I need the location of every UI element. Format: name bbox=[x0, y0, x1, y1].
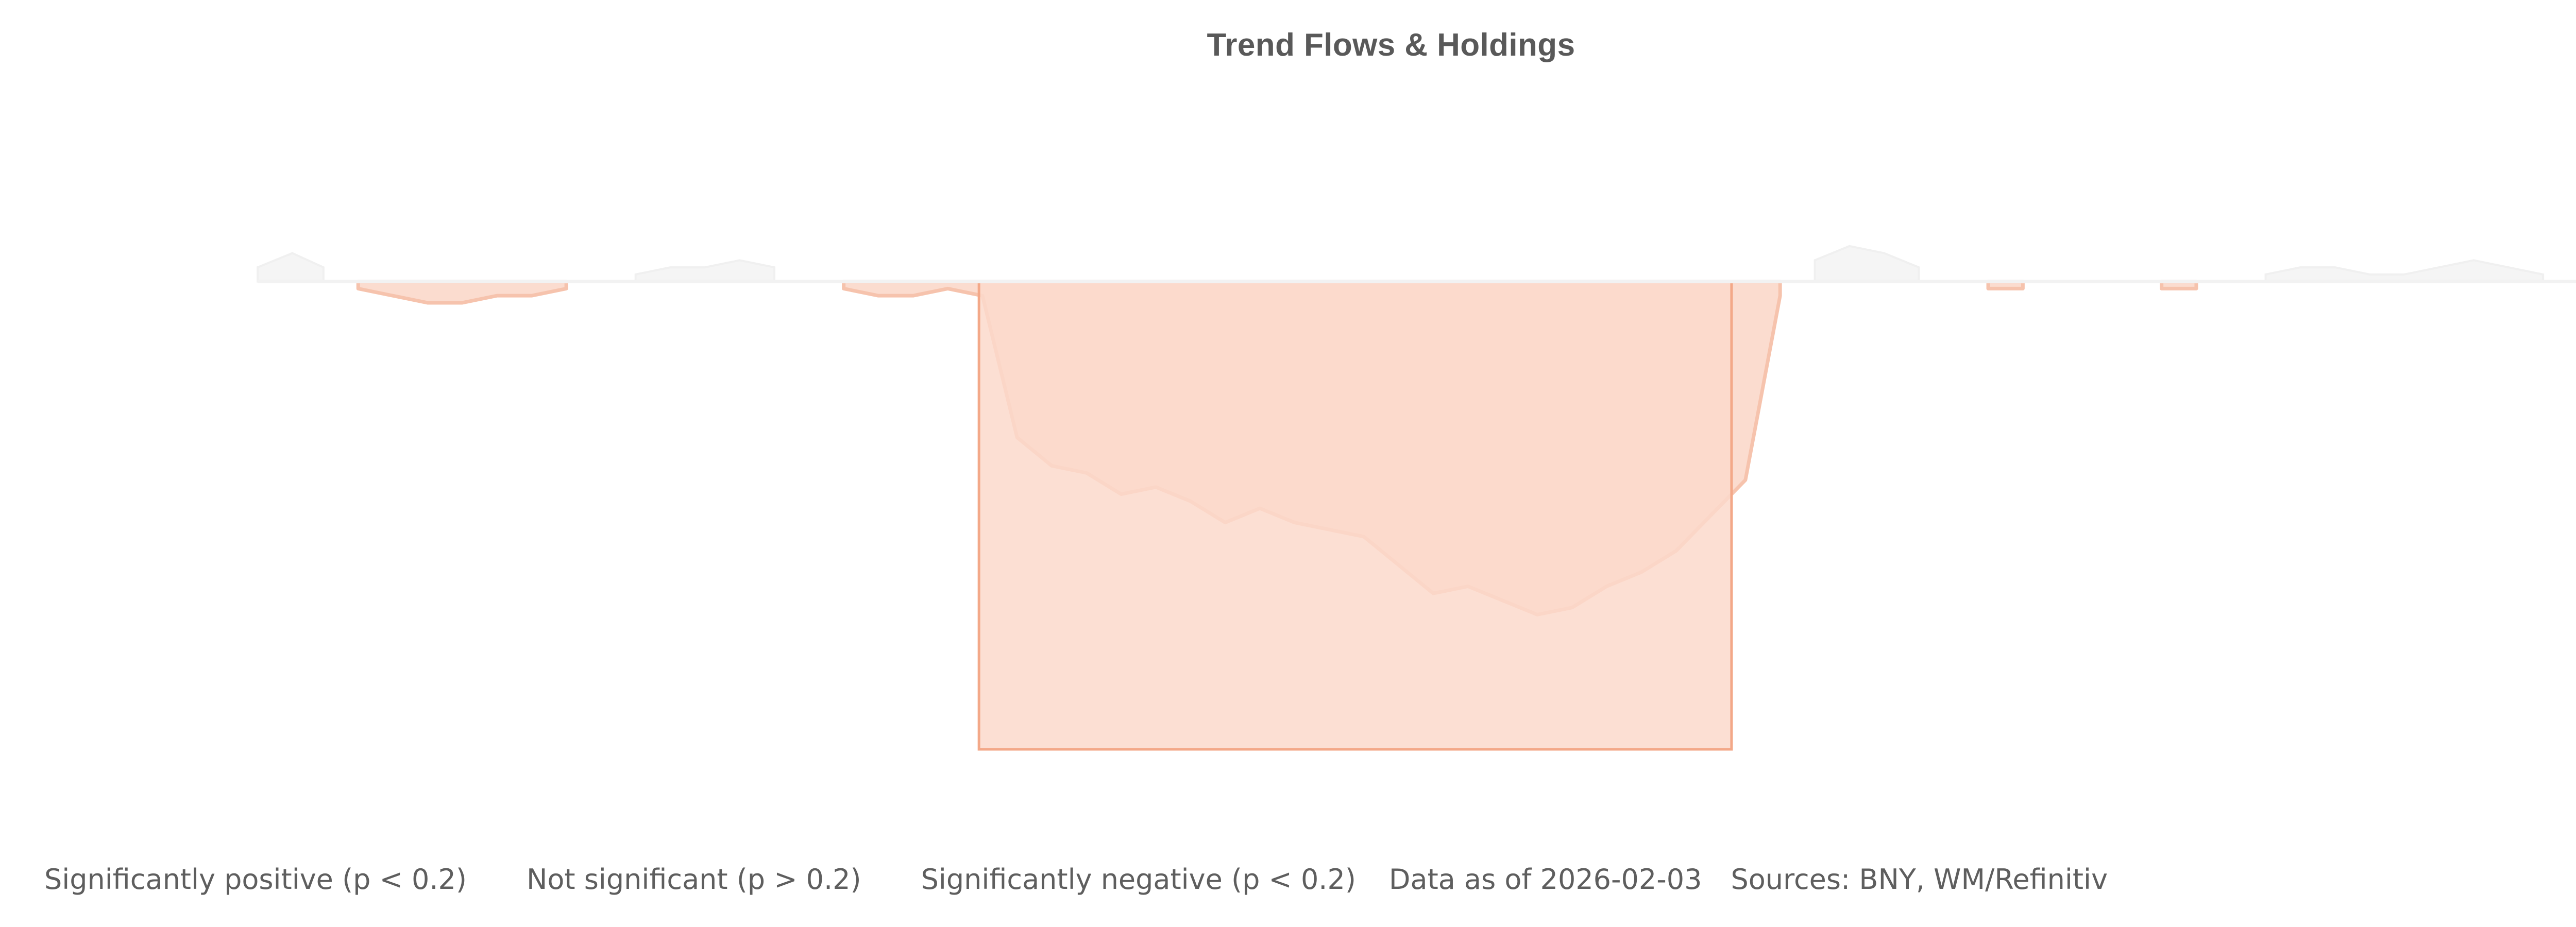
data-as-of-note: Data as of 2026-02-03 bbox=[1388, 863, 1702, 896]
highlight-region-rect bbox=[977, 280, 1733, 751]
chart-legend: Significantly positive (p < 0.2) Not sig… bbox=[18, 861, 2576, 897]
legend-label-positive: Significantly positive (p < 0.2) bbox=[44, 863, 467, 896]
legend-item-negative: Significantly negative (p < 0.2) bbox=[894, 863, 1356, 896]
legend-item-positive: Significantly positive (p < 0.2) bbox=[18, 863, 467, 896]
legend-swatch-positive bbox=[18, 866, 33, 892]
holdings-area-positive bbox=[257, 245, 2545, 283]
legend-item-neutral: Not significant (p > 0.2) bbox=[500, 863, 861, 896]
legend-label-negative: Significantly negative (p < 0.2) bbox=[921, 863, 1356, 896]
sources-note: Sources: BNY, WM/Refinitiv bbox=[1731, 863, 2108, 896]
chart-title: Trend Flows & Holdings bbox=[1207, 27, 1575, 63]
legend-swatch-neutral bbox=[500, 866, 515, 892]
legend-swatch-negative bbox=[894, 866, 910, 892]
legend-label-neutral: Not significant (p > 0.2) bbox=[526, 863, 861, 896]
